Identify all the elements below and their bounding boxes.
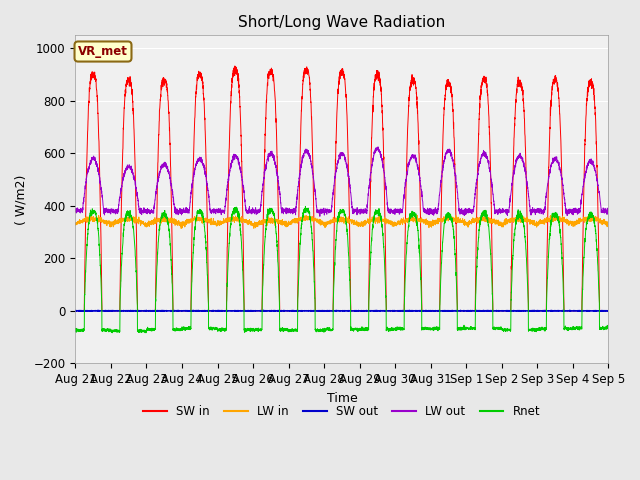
SW out — [605, 308, 612, 314]
SW out — [604, 308, 612, 314]
Rnet — [432, 325, 440, 331]
LW in — [492, 218, 499, 224]
SW out — [168, 308, 175, 314]
Rnet — [142, 330, 150, 336]
LW out — [461, 208, 469, 214]
Rnet — [322, 327, 330, 333]
LW out — [374, 144, 382, 150]
Rnet — [461, 326, 469, 332]
SW in — [461, 308, 469, 314]
Rnet — [168, 261, 175, 266]
LW in — [72, 222, 79, 228]
LW in — [461, 221, 469, 227]
SW in — [604, 308, 612, 314]
SW out — [461, 308, 469, 314]
SW out — [72, 308, 79, 314]
LW out — [322, 208, 330, 214]
SW out — [174, 308, 182, 313]
Text: VR_met: VR_met — [78, 45, 128, 58]
LW in — [604, 221, 612, 227]
SW in — [231, 63, 239, 69]
LW in — [432, 217, 440, 223]
SW in — [167, 190, 175, 196]
Legend: SW in, LW in, SW out, LW out, Rnet: SW in, LW in, SW out, LW out, Rnet — [139, 401, 545, 423]
LW out — [604, 208, 612, 214]
Title: Short/Long Wave Radiation: Short/Long Wave Radiation — [238, 15, 445, 30]
LW out — [605, 209, 612, 215]
LW in — [605, 220, 612, 226]
SW out — [432, 308, 440, 314]
Rnet — [72, 326, 79, 332]
LW out — [432, 209, 440, 215]
Rnet — [604, 325, 612, 331]
Line: LW in: LW in — [76, 216, 609, 228]
LW out — [316, 214, 324, 219]
LW in — [322, 219, 330, 225]
LW in — [167, 216, 175, 221]
X-axis label: Time: Time — [326, 392, 357, 405]
SW in — [432, 308, 440, 314]
SW in — [322, 308, 330, 314]
SW out — [322, 308, 330, 314]
SW out — [72, 308, 79, 313]
SW in — [492, 308, 499, 314]
LW out — [72, 209, 79, 215]
Line: Rnet: Rnet — [76, 206, 609, 333]
Rnet — [605, 325, 612, 331]
Rnet — [301, 204, 309, 209]
LW out — [492, 209, 499, 215]
Rnet — [492, 325, 499, 331]
Line: SW in: SW in — [76, 66, 609, 311]
SW in — [605, 308, 612, 314]
SW out — [492, 308, 499, 314]
Y-axis label: ( W/m2): ( W/m2) — [15, 174, 28, 225]
LW in — [177, 226, 185, 231]
LW out — [167, 183, 175, 189]
LW in — [413, 213, 421, 218]
Line: LW out: LW out — [76, 147, 609, 216]
SW in — [72, 308, 79, 314]
